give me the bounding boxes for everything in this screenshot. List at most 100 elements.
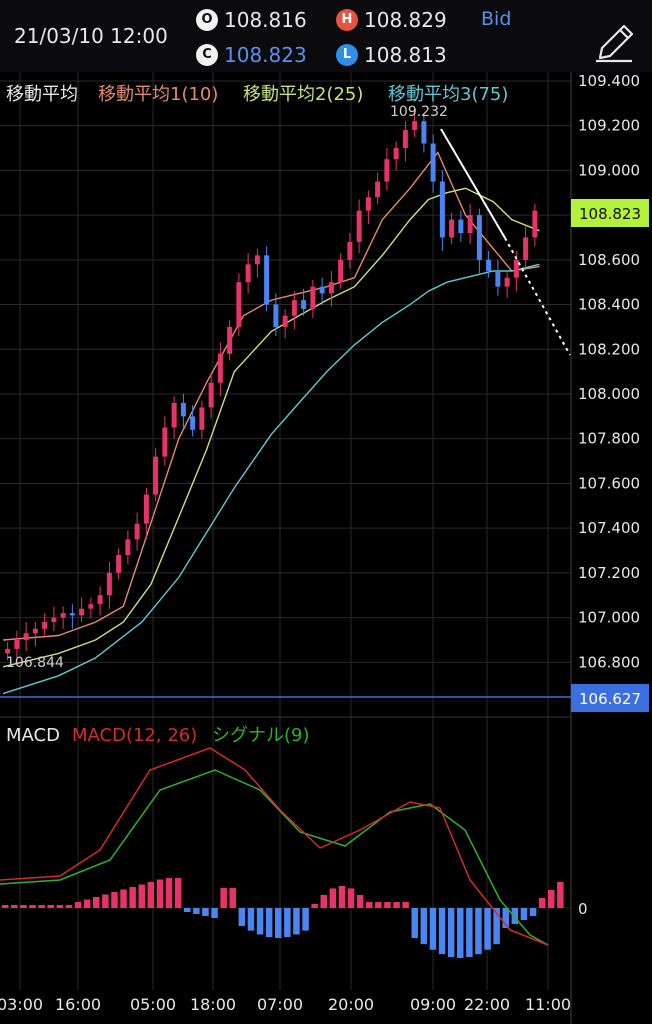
macd-histogram-bar xyxy=(466,908,473,958)
macd-histogram-bar xyxy=(457,908,464,958)
chart-area[interactable]: 109.400109.200109.000108.800108.600108.4… xyxy=(0,72,652,1024)
macd-histogram-bar xyxy=(247,908,255,931)
macd-histogram-bar xyxy=(220,888,227,908)
macd-histogram-bar xyxy=(557,882,564,908)
candle-body xyxy=(273,304,279,327)
ma2-legend: 移動平均2(25) xyxy=(243,84,363,105)
y-tick-label: 107.600 xyxy=(578,474,640,492)
candle-body xyxy=(439,181,445,238)
macd-histogram-bar xyxy=(2,905,9,908)
y-tick-label: 109.000 xyxy=(578,161,640,179)
macd-histogram-bar xyxy=(174,878,182,908)
low-icon: L xyxy=(336,44,358,66)
macd-histogram-bar xyxy=(356,895,364,908)
y-tick-label: 107.200 xyxy=(578,564,640,582)
macd-histogram-bar xyxy=(538,898,546,908)
candle-body xyxy=(338,259,344,283)
candle-body xyxy=(134,523,140,540)
candle-body xyxy=(236,282,242,327)
macd-histogram-bar xyxy=(102,894,109,908)
macd-histogram-bar xyxy=(65,905,73,908)
pencil-icon[interactable] xyxy=(592,18,636,64)
macd-histogram-bar xyxy=(184,908,191,912)
candle-body xyxy=(486,259,492,272)
x-tick-label: 20:00 xyxy=(328,995,374,1014)
candle-body xyxy=(384,159,390,182)
macd-histogram-bar xyxy=(475,908,482,955)
candle-body xyxy=(347,241,353,260)
macd-histogram-bar xyxy=(56,905,64,908)
price-line-badge[interactable] xyxy=(571,684,649,712)
candle-body xyxy=(116,555,122,573)
trendline-dotted xyxy=(504,237,571,356)
macd-histogram-bar xyxy=(438,908,446,955)
macd-histogram-bar xyxy=(138,884,145,908)
price-line-value: 106.627 xyxy=(579,690,641,708)
candle-body xyxy=(42,622,48,629)
candle-body xyxy=(430,143,436,182)
current-price-badge xyxy=(571,199,649,227)
price-type-label: Bid xyxy=(481,8,512,30)
macd-histogram-bar xyxy=(329,888,337,908)
x-tick-label: 11:00 xyxy=(525,995,571,1014)
signal-legend: シグナル(9) xyxy=(212,725,310,746)
trendline-solid xyxy=(440,128,506,239)
candle-body xyxy=(513,259,519,278)
macd-histogram-bar xyxy=(402,902,409,908)
macd-histogram-bar xyxy=(229,888,236,908)
macd-histogram-bar xyxy=(393,902,400,908)
candle-body xyxy=(365,197,371,211)
macd-histogram-bar xyxy=(384,902,391,908)
macd-histogram-bar xyxy=(38,905,45,908)
candle-body xyxy=(227,326,233,354)
macd-histogram-bar xyxy=(165,878,173,908)
low-marker-label: 106.844 xyxy=(6,655,64,671)
high-value: 108.829 xyxy=(364,8,447,32)
macd-histogram-bar xyxy=(284,908,291,938)
macd-histogram-bar xyxy=(366,902,373,908)
macd-histogram-bar xyxy=(211,908,218,918)
candle-body xyxy=(190,416,196,430)
macd-histogram-bar xyxy=(83,899,91,908)
current-price-value: 108.823 xyxy=(579,205,641,223)
macd-histogram-bar xyxy=(493,908,500,945)
candle-body xyxy=(504,277,510,287)
candle-body xyxy=(458,219,464,233)
candle-body xyxy=(495,271,501,287)
candle-body xyxy=(14,639,20,649)
macd-histogram-bar xyxy=(256,908,264,935)
macd-histogram-bar xyxy=(502,908,509,928)
macd-histogram-bar xyxy=(520,908,528,920)
macd-legend: MACD(12, 26) xyxy=(72,725,197,746)
macd-histogram-bar xyxy=(347,888,355,908)
macd-histogram-bar xyxy=(202,908,209,916)
x-tick-label: 07:00 xyxy=(257,995,303,1014)
y-tick-label: 108.200 xyxy=(578,340,640,358)
macd-histogram-bar xyxy=(265,908,273,938)
y-tick-label: 107.000 xyxy=(578,609,640,627)
candle-body xyxy=(449,219,455,238)
candle-body xyxy=(319,286,325,294)
macd-histogram-bar xyxy=(511,908,519,924)
candle-body xyxy=(208,382,214,408)
candle-body xyxy=(125,539,131,555)
open-icon: O xyxy=(196,9,218,31)
candle-body xyxy=(106,572,112,596)
candle-body xyxy=(523,237,529,260)
macd-histogram-bar xyxy=(429,908,437,950)
macd-histogram-bar xyxy=(29,905,36,908)
candle-body xyxy=(217,353,223,383)
macd-histogram-bar xyxy=(411,908,418,938)
macd-histogram-bar xyxy=(447,908,455,958)
macd-histogram-bar xyxy=(47,905,54,908)
candle-body xyxy=(467,215,473,233)
x-tick-label: 22:00 xyxy=(464,995,510,1014)
macd-histogram-bar xyxy=(129,887,136,908)
candle-body xyxy=(180,402,186,417)
candle-body xyxy=(23,633,29,640)
macd-histogram-bar xyxy=(11,905,18,908)
candle-body xyxy=(245,264,251,283)
macd-title: MACD xyxy=(6,725,60,746)
macd-histogram-bar xyxy=(156,879,164,908)
candle-body xyxy=(402,130,408,149)
